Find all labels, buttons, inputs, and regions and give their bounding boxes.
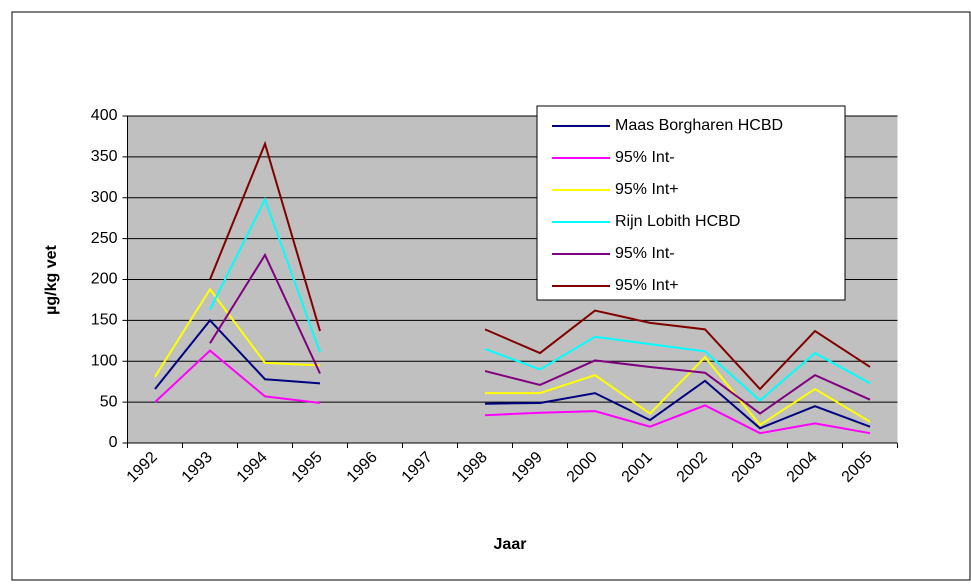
y-tick-label: 0 (109, 434, 118, 451)
y-tick-label: 150 (91, 312, 118, 329)
legend-label: 95% Int+ (615, 277, 679, 294)
y-tick-label: 300 (91, 189, 118, 206)
series-line (154, 318, 871, 430)
legend-box (536, 105, 846, 301)
legend-label: Maas Borgharen HCBD (615, 117, 783, 134)
legend-label: 95% Int- (615, 149, 675, 166)
series-line (209, 252, 871, 415)
series-line (154, 349, 871, 435)
y-tick-label: 350 (91, 148, 118, 165)
series-line (154, 287, 871, 427)
y-tick-label: 100 (91, 352, 118, 369)
y-tick-label: 50 (100, 393, 118, 410)
y-tick-label: 400 (91, 107, 118, 124)
legend-label: 95% Int- (615, 245, 675, 262)
y-axis-title: µg/kg vet (43, 244, 60, 314)
y-tick-label: 250 (91, 230, 118, 247)
series-line (209, 140, 871, 391)
x-axis-title: Jaar (494, 536, 527, 553)
legend-label: Rijn Lobith HCBD (615, 213, 740, 230)
legend-label: 95% Int+ (615, 181, 679, 198)
series-line (209, 196, 871, 402)
y-tick-label: 200 (91, 271, 118, 288)
